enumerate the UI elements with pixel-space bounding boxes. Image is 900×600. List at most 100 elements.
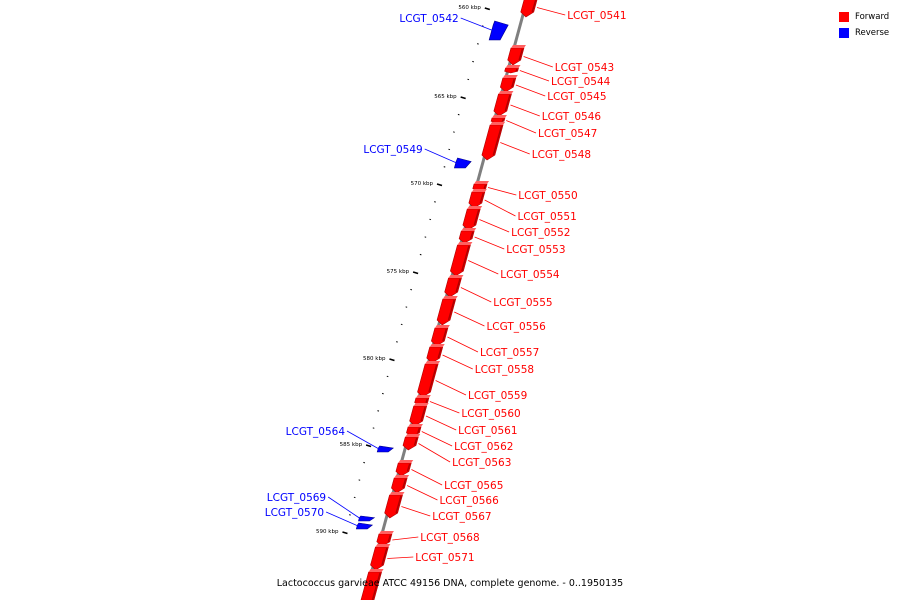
leader-line: [523, 56, 553, 68]
leader-line: [487, 187, 517, 196]
gene-lcgt_0558[interactable]: [426, 344, 445, 364]
gene-unlabeled[interactable]: [360, 569, 384, 600]
gene-lcgt_0547[interactable]: [490, 115, 507, 124]
leader-line: [447, 336, 479, 353]
gene-label[interactable]: LCGT_0553: [506, 244, 565, 256]
gene-label[interactable]: LCGT_0560: [461, 408, 520, 420]
gene-lcgt_0545[interactable]: [500, 75, 518, 93]
gene-label[interactable]: LCGT_0557: [480, 347, 539, 359]
gene-label[interactable]: LCGT_0542: [399, 13, 458, 25]
leader-line: [460, 17, 493, 31]
gene-lcgt_0571[interactable]: [370, 544, 391, 571]
gene-label[interactable]: LCGT_0555: [493, 297, 552, 309]
legend-label-forward: Forward: [855, 11, 890, 22]
gene-lcgt_0543[interactable]: [507, 45, 526, 66]
gene-lcgt_0565[interactable]: [395, 460, 414, 477]
leader-line: [346, 430, 380, 450]
gene-lcgt_0553[interactable]: [458, 228, 477, 244]
gene-lcgt_0542[interactable]: [488, 20, 509, 41]
gene-lcgt_0568[interactable]: [376, 531, 394, 547]
gene-lcgt_0557[interactable]: [431, 325, 450, 347]
gene-lcgt_0552[interactable]: [462, 206, 483, 231]
tick-label: 580 kbp: [363, 356, 386, 362]
minor-tick: [472, 60, 474, 63]
gene-lcgt_0559[interactable]: [417, 361, 441, 398]
gene-lcgt_0566[interactable]: [391, 475, 410, 494]
leader-line: [392, 536, 419, 541]
genome-caption: Lactococcus garvieae ATCC 49156 DNA, com…: [276, 578, 624, 589]
gene-label[interactable]: LCGT_0552: [511, 227, 570, 239]
gene-label[interactable]: LCGT_0545: [547, 91, 606, 103]
label-layer: LCGT_0541 LCGT_0542 LCGT_0543 LCGT_0544 LCGT…: [265, 7, 627, 564]
leader-line: [515, 84, 546, 97]
gene-lcgt_0549[interactable]: [453, 157, 472, 169]
tick-mark: [365, 444, 372, 448]
gene-lcgt_0551[interactable]: [468, 189, 487, 209]
gene-label[interactable]: LCGT_0571: [415, 552, 474, 564]
gene-label[interactable]: LCGT_0559: [468, 390, 527, 402]
gene-lcgt_0548[interactable]: [481, 122, 506, 161]
gene-label[interactable]: LCGT_0544: [551, 76, 611, 88]
reverse-swatch: [839, 27, 849, 38]
gene-lcgt_0561[interactable]: [409, 403, 429, 427]
leader-line: [401, 506, 431, 517]
gene-label[interactable]: LCGT_0546: [542, 111, 602, 123]
gene-label[interactable]: LCGT_0548: [532, 149, 591, 161]
tick-label: 570 kbp: [411, 181, 434, 187]
leader-line: [468, 260, 499, 275]
leader-line: [536, 7, 566, 16]
gene-lcgt_0546[interactable]: [493, 91, 514, 117]
gene-label[interactable]: LCGT_0549: [363, 144, 422, 156]
minor-tick: [443, 166, 446, 168]
minor-tick: [434, 201, 436, 203]
gene-label[interactable]: LCGT_0569: [267, 492, 326, 504]
legend-item-forward: Forward: [839, 9, 889, 24]
gene-label[interactable]: LCGT_0567: [432, 511, 491, 523]
tick-label: 560 kbp: [458, 5, 481, 11]
leader-line: [442, 354, 473, 370]
gene-label[interactable]: LCGT_0566: [439, 495, 499, 507]
leader-line: [474, 236, 505, 250]
minor-tick: [467, 78, 470, 81]
gene-lcgt_0564[interactable]: [376, 445, 395, 453]
gene-label[interactable]: LCGT_0556: [486, 321, 546, 333]
gene-label[interactable]: LCGT_0554: [500, 269, 560, 281]
gene-label[interactable]: LCGT_0561: [458, 425, 517, 437]
gene-label[interactable]: LCGT_0543: [555, 62, 614, 74]
leader-line: [506, 120, 537, 134]
gene-label[interactable]: LCGT_0563: [452, 457, 511, 469]
gene-lcgt_0554[interactable]: [450, 242, 473, 277]
gene-label[interactable]: LCGT_0565: [444, 480, 503, 492]
leader-line: [418, 443, 451, 463]
tick-label: 585 kbp: [340, 442, 363, 448]
gene-lcgt_0544[interactable]: [504, 65, 521, 74]
minor-tick: [410, 288, 413, 291]
gene-label[interactable]: LCGT_0564: [286, 426, 346, 438]
gene-label[interactable]: LCGT_0541: [567, 10, 626, 22]
gene-lcgt_0562[interactable]: [406, 424, 423, 437]
gene-lcgt_0563[interactable]: [402, 434, 421, 451]
gene-label[interactable]: LCGT_0568: [420, 532, 479, 544]
minor-tick: [363, 461, 366, 464]
gene-lcgt_0555[interactable]: [444, 275, 464, 298]
gene-label[interactable]: LCGT_0547: [538, 128, 597, 140]
minor-tick: [396, 341, 398, 343]
leader-line: [327, 496, 361, 519]
tick-label: 565 kbp: [434, 94, 457, 100]
gene-label[interactable]: LCGT_0562: [454, 441, 513, 453]
gene-lcgt_0569[interactable]: [358, 515, 376, 522]
minor-tick: [358, 479, 361, 481]
leader-line: [325, 511, 359, 527]
gene-label[interactable]: LCGT_0551: [517, 211, 576, 223]
gene-label[interactable]: LCGT_0550: [518, 190, 577, 202]
gene-lcgt_0570[interactable]: [355, 522, 374, 530]
leader-line: [406, 485, 438, 501]
gene-lcgt_0567[interactable]: [384, 492, 405, 519]
gene-lcgt_0541[interactable]: [520, 0, 540, 18]
gene-label[interactable]: LCGT_0570: [265, 507, 324, 519]
gene-label[interactable]: LCGT_0558: [475, 364, 534, 376]
tick-mark: [342, 531, 348, 535]
tick-layer: 560 kbp 565 kbp 570 kbp 575 kbp 580 kbp 585 k…: [316, 5, 491, 535]
gene-lcgt_0556[interactable]: [436, 296, 458, 326]
